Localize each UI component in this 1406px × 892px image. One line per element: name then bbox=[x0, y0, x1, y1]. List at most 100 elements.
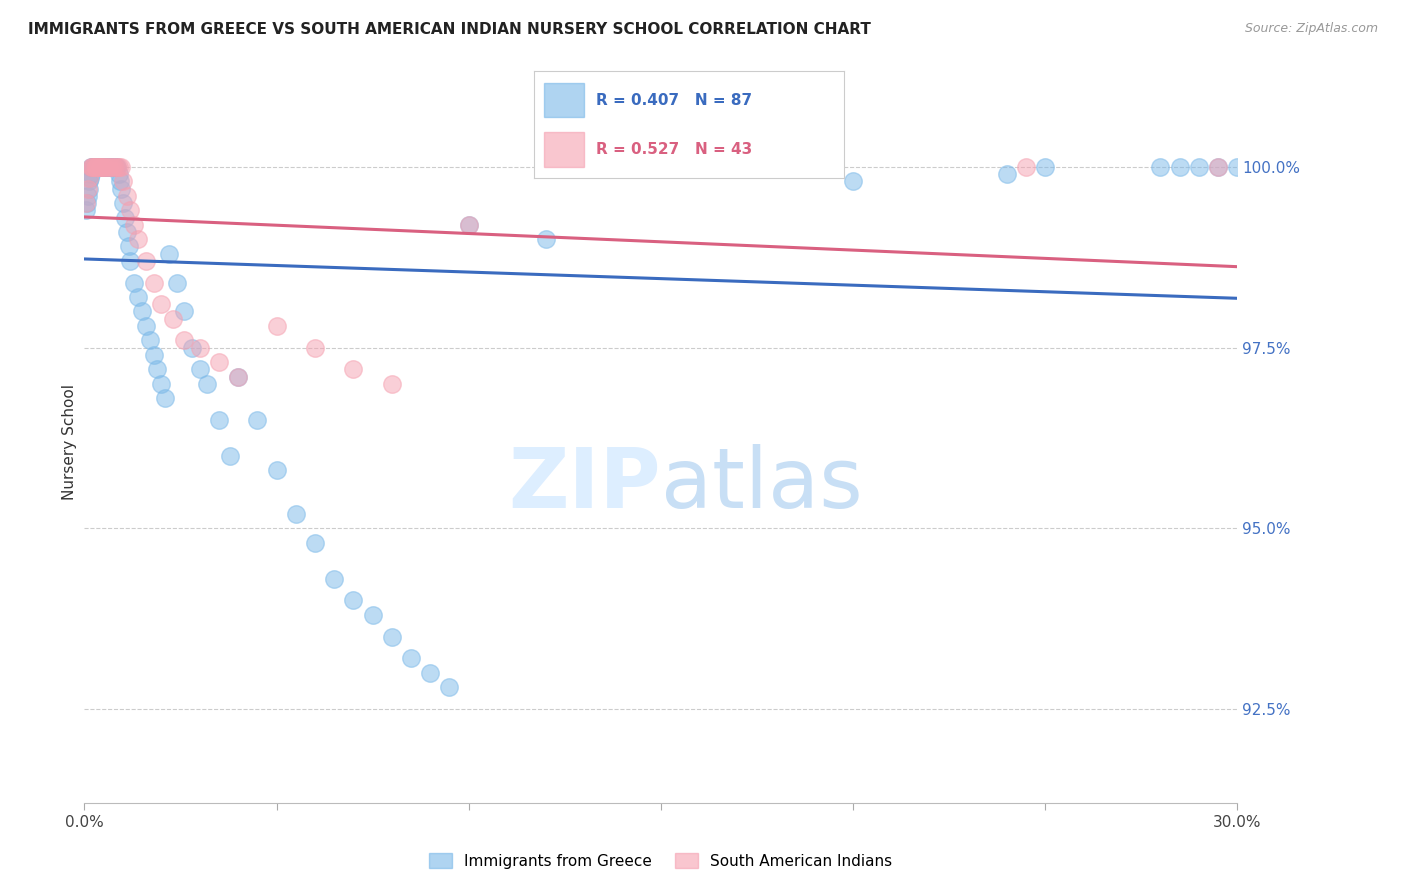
Point bbox=[1226, 160, 1249, 174]
Point bbox=[153, 391, 176, 405]
Text: atlas: atlas bbox=[661, 444, 862, 525]
Point bbox=[266, 318, 288, 333]
FancyBboxPatch shape bbox=[544, 83, 583, 118]
Text: IMMIGRANTS FROM GREECE VS SOUTH AMERICAN INDIAN NURSERY SCHOOL CORRELATION CHART: IMMIGRANTS FROM GREECE VS SOUTH AMERICAN… bbox=[28, 22, 870, 37]
Point bbox=[108, 160, 131, 174]
Point bbox=[226, 369, 249, 384]
Point bbox=[142, 348, 165, 362]
Point bbox=[96, 160, 118, 174]
Point bbox=[90, 160, 112, 174]
Point bbox=[89, 160, 111, 174]
Point bbox=[77, 189, 100, 203]
Point bbox=[111, 174, 134, 188]
Point bbox=[342, 362, 364, 376]
Point bbox=[1149, 160, 1171, 174]
Point bbox=[166, 276, 188, 290]
Text: R = 0.527   N = 43: R = 0.527 N = 43 bbox=[596, 142, 752, 157]
Point bbox=[79, 174, 101, 188]
Y-axis label: Nursery School: Nursery School bbox=[62, 384, 77, 500]
Point bbox=[284, 507, 307, 521]
Point bbox=[75, 196, 97, 211]
Point bbox=[120, 254, 142, 268]
Point bbox=[84, 160, 107, 174]
Point bbox=[103, 160, 124, 174]
Point bbox=[100, 160, 122, 174]
Point bbox=[304, 535, 326, 549]
Point bbox=[173, 304, 195, 318]
Point bbox=[157, 246, 180, 260]
Point bbox=[83, 160, 105, 174]
Point bbox=[135, 254, 157, 268]
Point bbox=[208, 355, 231, 369]
Point bbox=[146, 362, 169, 376]
Point bbox=[150, 376, 173, 391]
Point bbox=[246, 413, 269, 427]
Point bbox=[77, 182, 100, 196]
Point bbox=[76, 196, 98, 211]
Point bbox=[93, 160, 115, 174]
Point bbox=[105, 160, 128, 174]
Point bbox=[96, 160, 118, 174]
Point bbox=[91, 160, 114, 174]
Point bbox=[96, 160, 118, 174]
Point bbox=[86, 160, 108, 174]
Point bbox=[82, 160, 104, 174]
Point bbox=[84, 160, 107, 174]
Point bbox=[1206, 160, 1229, 174]
Point bbox=[188, 362, 211, 376]
Point bbox=[93, 160, 115, 174]
Point bbox=[135, 318, 157, 333]
Point bbox=[995, 167, 1018, 181]
Point bbox=[115, 225, 138, 239]
Point bbox=[90, 160, 112, 174]
Point bbox=[208, 413, 231, 427]
Point bbox=[842, 174, 865, 188]
Point bbox=[94, 160, 117, 174]
Point bbox=[98, 160, 121, 174]
Point bbox=[97, 160, 120, 174]
Point bbox=[104, 160, 127, 174]
Point bbox=[399, 651, 422, 665]
Point bbox=[80, 160, 103, 174]
Text: R = 0.407   N = 87: R = 0.407 N = 87 bbox=[596, 93, 752, 108]
Point bbox=[381, 630, 404, 644]
Point bbox=[115, 189, 138, 203]
Point bbox=[1188, 160, 1211, 174]
FancyBboxPatch shape bbox=[544, 132, 583, 167]
Point bbox=[91, 160, 114, 174]
Point bbox=[80, 167, 103, 181]
Point bbox=[83, 160, 105, 174]
Point bbox=[80, 160, 103, 174]
Point bbox=[105, 160, 128, 174]
Point bbox=[173, 334, 195, 348]
Point bbox=[77, 182, 100, 196]
Point bbox=[100, 160, 122, 174]
Point bbox=[89, 160, 111, 174]
Point bbox=[124, 276, 146, 290]
Point bbox=[150, 297, 173, 311]
Point bbox=[110, 160, 132, 174]
Point bbox=[105, 160, 128, 174]
Point bbox=[127, 232, 149, 246]
Point bbox=[79, 170, 101, 185]
Point bbox=[79, 170, 101, 185]
Point bbox=[1033, 160, 1056, 174]
Point bbox=[117, 239, 139, 253]
Point bbox=[108, 174, 131, 188]
Point bbox=[89, 160, 111, 174]
Point bbox=[361, 607, 384, 622]
Point bbox=[87, 160, 110, 174]
Point bbox=[90, 160, 112, 174]
Point bbox=[91, 160, 114, 174]
Point bbox=[127, 290, 149, 304]
Point bbox=[219, 449, 242, 463]
Point bbox=[342, 593, 364, 607]
Point bbox=[86, 160, 108, 174]
Point bbox=[181, 341, 204, 355]
Point bbox=[457, 218, 479, 232]
Point bbox=[104, 160, 127, 174]
Legend: Immigrants from Greece, South American Indians: Immigrants from Greece, South American I… bbox=[423, 847, 898, 875]
Text: ZIP: ZIP bbox=[509, 444, 661, 525]
Point bbox=[534, 232, 557, 246]
Point bbox=[80, 160, 103, 174]
